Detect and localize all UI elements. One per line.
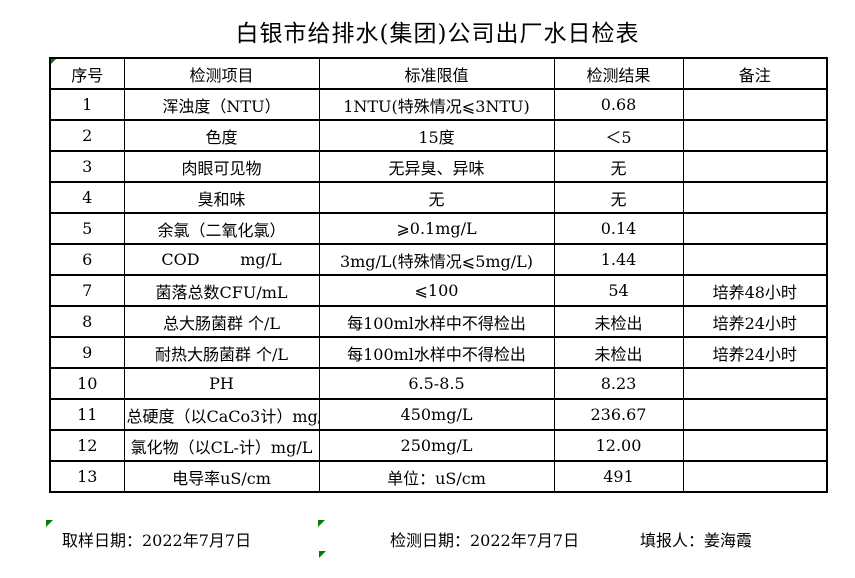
- cell-error-marker-icon: [319, 551, 326, 558]
- col-header-item: 检测项目: [123, 57, 320, 90]
- header-row: 序号 检测项目 标准限值 检测结果 备注: [49, 57, 828, 90]
- cell-standard: 250mg/L: [318, 429, 555, 462]
- table-row: 7 菌落总数CFU/mL ⩽100 54 培养48小时: [49, 274, 828, 307]
- cell-standard: 450mg/L: [318, 398, 555, 431]
- cell-note: [682, 150, 828, 183]
- cell-result: 无: [553, 181, 684, 214]
- cell-seq: 11: [49, 398, 125, 431]
- cell-result: 8.23: [553, 367, 684, 400]
- cell-standard: 3mg/L(特殊情况⩽5mg/L): [318, 243, 555, 276]
- cell-seq: 8: [49, 305, 125, 338]
- cell-item: 电导率uS/cm: [123, 460, 320, 493]
- cell-seq: 6: [49, 243, 125, 276]
- cell-standard: ⩾0.1mg/L: [318, 212, 555, 245]
- table-row: 5 余氯（二氧化氯） ⩾0.1mg/L 0.14: [49, 212, 828, 245]
- cell-result: 491: [553, 460, 684, 493]
- cell-result: 54: [553, 274, 684, 307]
- table-row: 11 总硬度（以CaCo3计）mg/L 450mg/L 236.67: [49, 398, 828, 431]
- table-row: 9 耐热大肠菌群 个/L 每100ml水样中不得检出 未检出 培养24小时: [49, 336, 828, 369]
- table-row: 2 色度 15度 ＜5: [49, 119, 828, 152]
- cell-result: 0.68: [553, 88, 684, 121]
- inspection-table: 序号 检测项目 标准限值 检测结果 备注 1 浑浊度（NTU） 1NTU(特殊情…: [49, 57, 828, 493]
- cell-seq: 7: [49, 274, 125, 307]
- cell-seq: 1: [49, 88, 125, 121]
- cell-item: 浑浊度（NTU）: [123, 88, 320, 121]
- sample-date-label: 取样日期：2022年7月7日: [62, 531, 252, 550]
- table-row: 3 肉眼可见物 无异臭、异味 无: [49, 150, 828, 183]
- cell-standard: 单位：uS/cm: [318, 460, 555, 493]
- cell-result: ＜5: [553, 119, 684, 152]
- table-row: 6 COD mg/L 3mg/L(特殊情况⩽5mg/L) 1.44: [49, 243, 828, 276]
- cell-note: 培养48小时: [682, 274, 828, 307]
- cell-result: 236.67: [553, 398, 684, 431]
- cell-note: [682, 398, 828, 431]
- col-header-note: 备注: [682, 57, 828, 90]
- cell-item: PH: [123, 367, 320, 400]
- table-row: 13 电导率uS/cm 单位：uS/cm 491: [49, 460, 828, 493]
- cell-result: 未检出: [553, 336, 684, 369]
- cell-item: 总大肠菌群 个/L: [123, 305, 320, 338]
- col-header-standard: 标准限值: [318, 57, 555, 90]
- cell-result: 无: [553, 150, 684, 183]
- table-row: 10 PH 6.5-8.5 8.23: [49, 367, 828, 400]
- cell-note: [682, 243, 828, 276]
- cell-note: [682, 429, 828, 462]
- cell-item: 色度: [123, 119, 320, 152]
- cell-item: 总硬度（以CaCo3计）mg/L: [123, 398, 320, 431]
- cell-note: [682, 367, 828, 400]
- reporter-label: 填报人：姜海霞: [640, 531, 753, 550]
- cell-item: 耐热大肠菌群 个/L: [123, 336, 320, 369]
- cell-standard: 无: [318, 181, 555, 214]
- cell-error-marker-icon: [318, 520, 325, 527]
- cell-note: 培养24小时: [682, 336, 828, 369]
- page-title: 白银市给排水(集团)公司出厂水日检表: [235, 21, 640, 47]
- cell-standard: 无异臭、异味: [318, 150, 555, 183]
- cell-seq: 9: [49, 336, 125, 369]
- cell-item: 余氯（二氧化氯）: [123, 212, 320, 245]
- cell-note: [682, 88, 828, 121]
- table-row: 12 氯化物（以CL-计）mg/L 250mg/L 12.00: [49, 429, 828, 462]
- cell-standard: 15度: [318, 119, 555, 152]
- cell-item: 氯化物（以CL-计）mg/L: [123, 429, 320, 462]
- test-date-label: 检测日期：2022年7月7日: [390, 531, 580, 550]
- cell-result: 12.00: [553, 429, 684, 462]
- col-header-result: 检测结果: [553, 57, 684, 90]
- cell-seq: 13: [49, 460, 125, 493]
- cell-seq: 3: [49, 150, 125, 183]
- cell-standard: 1NTU(特殊情况⩽3NTU): [318, 88, 555, 121]
- cell-standard: 6.5-8.5: [318, 367, 555, 400]
- cell-seq: 4: [49, 181, 125, 214]
- cell-seq: 10: [49, 367, 125, 400]
- cell-note: [682, 212, 828, 245]
- cell-result: 未检出: [553, 305, 684, 338]
- cell-error-marker-icon: [46, 520, 53, 527]
- cell-standard: 每100ml水样中不得检出: [318, 336, 555, 369]
- cell-note: [682, 460, 828, 493]
- cell-seq: 5: [49, 212, 125, 245]
- cell-item: COD mg/L: [123, 243, 320, 276]
- cell-note: [682, 119, 828, 152]
- col-header-seq: 序号: [49, 57, 125, 90]
- table-row: 1 浑浊度（NTU） 1NTU(特殊情况⩽3NTU) 0.68: [49, 88, 828, 121]
- cell-item: 肉眼可见物: [123, 150, 320, 183]
- table-row: 8 总大肠菌群 个/L 每100ml水样中不得检出 未检出 培养24小时: [49, 305, 828, 338]
- cell-seq: 2: [49, 119, 125, 152]
- cell-seq: 12: [49, 429, 125, 462]
- cell-note: [682, 181, 828, 214]
- cell-standard: 每100ml水样中不得检出: [318, 305, 555, 338]
- cell-result: 1.44: [553, 243, 684, 276]
- cell-note: 培养24小时: [682, 305, 828, 338]
- cell-result: 0.14: [553, 212, 684, 245]
- table-row: 4 臭和味 无 无: [49, 181, 828, 214]
- cell-standard: ⩽100: [318, 274, 555, 307]
- cell-item: 臭和味: [123, 181, 320, 214]
- cell-item: 菌落总数CFU/mL: [123, 274, 320, 307]
